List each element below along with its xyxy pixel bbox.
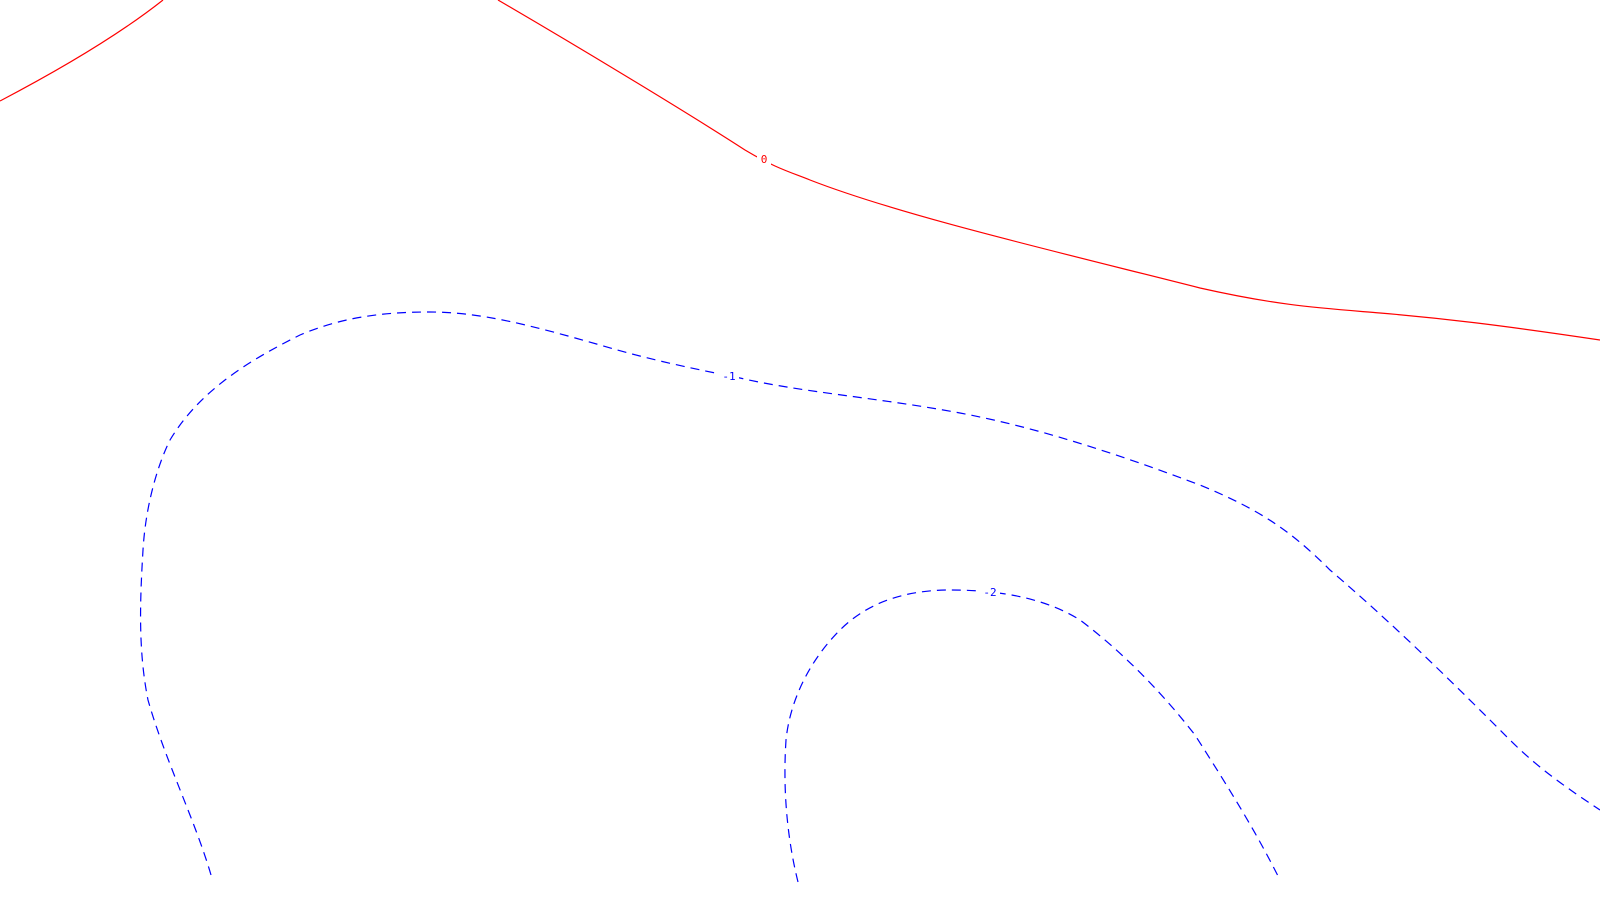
contour-line-neg1 [139,311,1600,876]
svg-text:-2: -2 [983,586,996,599]
contour-label-neg1: -1 [719,370,739,383]
svg-text:-1: -1 [722,370,735,383]
svg-text:0: 0 [761,153,768,166]
contour-line-0-upper-left [0,0,164,102]
contour-label-neg2: -2 [980,586,1000,599]
contour-line-neg2 [784,589,1281,883]
contour-label-0: 0 [757,153,771,166]
contour-line-0-main [497,0,1600,341]
